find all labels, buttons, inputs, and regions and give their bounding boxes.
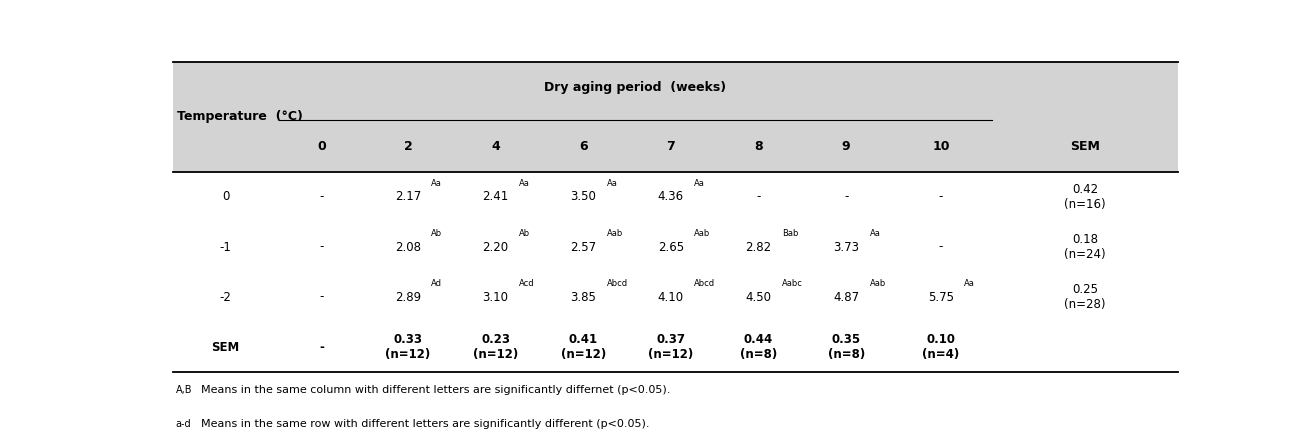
Text: 6: 6 — [579, 140, 588, 153]
Text: -: - — [844, 191, 848, 204]
Text: Aa: Aa — [519, 179, 530, 188]
Text: Ad: Ad — [431, 279, 442, 288]
Text: -1: -1 — [220, 240, 231, 253]
Text: 0.25
(n=28): 0.25 (n=28) — [1064, 283, 1106, 311]
Text: 9: 9 — [842, 140, 851, 153]
Text: 4.87: 4.87 — [834, 291, 859, 304]
Text: Abcd: Abcd — [606, 279, 627, 288]
Text: SEM: SEM — [212, 340, 239, 353]
Text: -2: -2 — [220, 291, 231, 304]
Text: 4.10: 4.10 — [658, 291, 684, 304]
Text: 2.89: 2.89 — [394, 291, 421, 304]
Text: A,B: A,B — [176, 385, 192, 395]
Text: 3.10: 3.10 — [483, 291, 509, 304]
Text: Ab: Ab — [519, 229, 530, 238]
Text: Dry aging period  (weeks): Dry aging period (weeks) — [544, 81, 726, 94]
Text: 2.17: 2.17 — [394, 191, 421, 204]
Text: 4: 4 — [492, 140, 500, 153]
Text: 2.41: 2.41 — [483, 191, 509, 204]
Text: 0.44
(n=8): 0.44 (n=8) — [740, 333, 777, 361]
Text: 0.42
(n=16): 0.42 (n=16) — [1064, 183, 1106, 211]
Text: Bab: Bab — [782, 229, 798, 238]
Text: 3.73: 3.73 — [834, 240, 859, 253]
Text: 3.50: 3.50 — [571, 191, 596, 204]
Text: Ab: Ab — [431, 229, 443, 238]
Text: Abcd: Abcd — [694, 279, 715, 288]
Text: 2.57: 2.57 — [571, 240, 596, 253]
Text: Aa: Aa — [606, 179, 618, 188]
Text: Aa: Aa — [694, 179, 705, 188]
Text: Aa: Aa — [869, 229, 881, 238]
Text: 7: 7 — [667, 140, 676, 153]
Text: 0: 0 — [317, 140, 326, 153]
Text: 0.33
(n=12): 0.33 (n=12) — [385, 333, 430, 361]
Text: Means in the same column with different letters are significantly differnet (p<0: Means in the same column with different … — [201, 385, 671, 395]
Text: 2.82: 2.82 — [746, 240, 772, 253]
Text: 8: 8 — [755, 140, 763, 153]
Text: -: - — [939, 240, 943, 253]
Text: 4.50: 4.50 — [746, 291, 772, 304]
Text: -: - — [756, 191, 760, 204]
Text: Aa: Aa — [431, 179, 442, 188]
Bar — [172, 172, 1178, 372]
Text: Aab: Aab — [694, 229, 710, 238]
Text: 2: 2 — [404, 140, 413, 153]
Text: 0.37
(n=12): 0.37 (n=12) — [648, 333, 693, 361]
Text: 3.85: 3.85 — [571, 291, 596, 304]
Text: Temperature  (°C): Temperature (°C) — [176, 110, 302, 123]
Text: 0.41
(n=12): 0.41 (n=12) — [560, 333, 606, 361]
Text: -: - — [320, 191, 323, 204]
Text: 2.65: 2.65 — [658, 240, 684, 253]
Text: Acd: Acd — [519, 279, 535, 288]
Text: 0: 0 — [222, 191, 229, 204]
Text: 2.20: 2.20 — [483, 240, 509, 253]
Text: Aabc: Aabc — [782, 279, 803, 288]
Text: -: - — [320, 240, 323, 253]
Text: 5.75: 5.75 — [928, 291, 953, 304]
Text: a-d: a-d — [176, 419, 191, 429]
Text: 0.10
(n=4): 0.10 (n=4) — [922, 333, 960, 361]
Bar — [172, 62, 1178, 172]
Text: 0.23
(n=12): 0.23 (n=12) — [473, 333, 518, 361]
Text: Aa: Aa — [964, 279, 976, 288]
Text: Means in the same row with different letters are significantly different (p<0.05: Means in the same row with different let… — [201, 419, 650, 429]
Text: 2.08: 2.08 — [394, 240, 421, 253]
Text: 4.36: 4.36 — [658, 191, 684, 204]
Text: 0.35
(n=8): 0.35 (n=8) — [827, 333, 865, 361]
Text: 10: 10 — [932, 140, 949, 153]
Text: -: - — [939, 191, 943, 204]
Text: 0.18
(n=24): 0.18 (n=24) — [1064, 233, 1106, 261]
Text: SEM: SEM — [1070, 140, 1101, 153]
Text: -: - — [318, 340, 323, 353]
Text: Aab: Aab — [869, 279, 886, 288]
Text: -: - — [320, 291, 323, 304]
Text: Aab: Aab — [606, 229, 623, 238]
